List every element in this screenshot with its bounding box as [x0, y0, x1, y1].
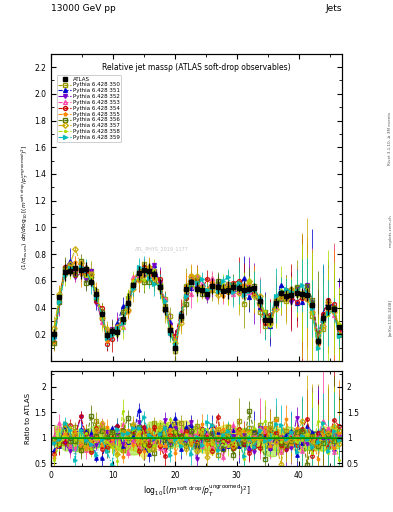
Text: mcplots.cern.ch: mcplots.cern.ch [388, 214, 392, 247]
X-axis label: $\log_{10}[(m^{\rm soft\ drop}/p_T^{\rm ungroomed})^2]$: $\log_{10}[(m^{\rm soft\ drop}/p_T^{\rm … [143, 482, 250, 499]
Text: Relative jet massρ (ATLAS soft-drop observables): Relative jet massρ (ATLAS soft-drop obse… [102, 63, 291, 72]
Text: Rivet 3.1.10, ≥ 3M events: Rivet 3.1.10, ≥ 3M events [388, 112, 392, 165]
Text: Jets: Jets [325, 4, 342, 13]
Text: 13000 GeV pp: 13000 GeV pp [51, 4, 116, 13]
Text: ATL_PHYS_2019_1177: ATL_PHYS_2019_1177 [135, 246, 189, 252]
Legend: ATLAS, Pythia 6.428 350, Pythia 6.428 351, Pythia 6.428 352, Pythia 6.428 353, P: ATLAS, Pythia 6.428 350, Pythia 6.428 35… [57, 75, 121, 142]
Text: [arXiv:1306.3438]: [arXiv:1306.3438] [388, 299, 392, 336]
Y-axis label: $(1/\sigma_{\rm resum})\ d\sigma/d\log_{10}[(m^{\rm soft\ drop}/p_T^{\rm ungroom: $(1/\sigma_{\rm resum})\ d\sigma/d\log_{… [20, 144, 31, 270]
Y-axis label: Ratio to ATLAS: Ratio to ATLAS [25, 393, 31, 444]
